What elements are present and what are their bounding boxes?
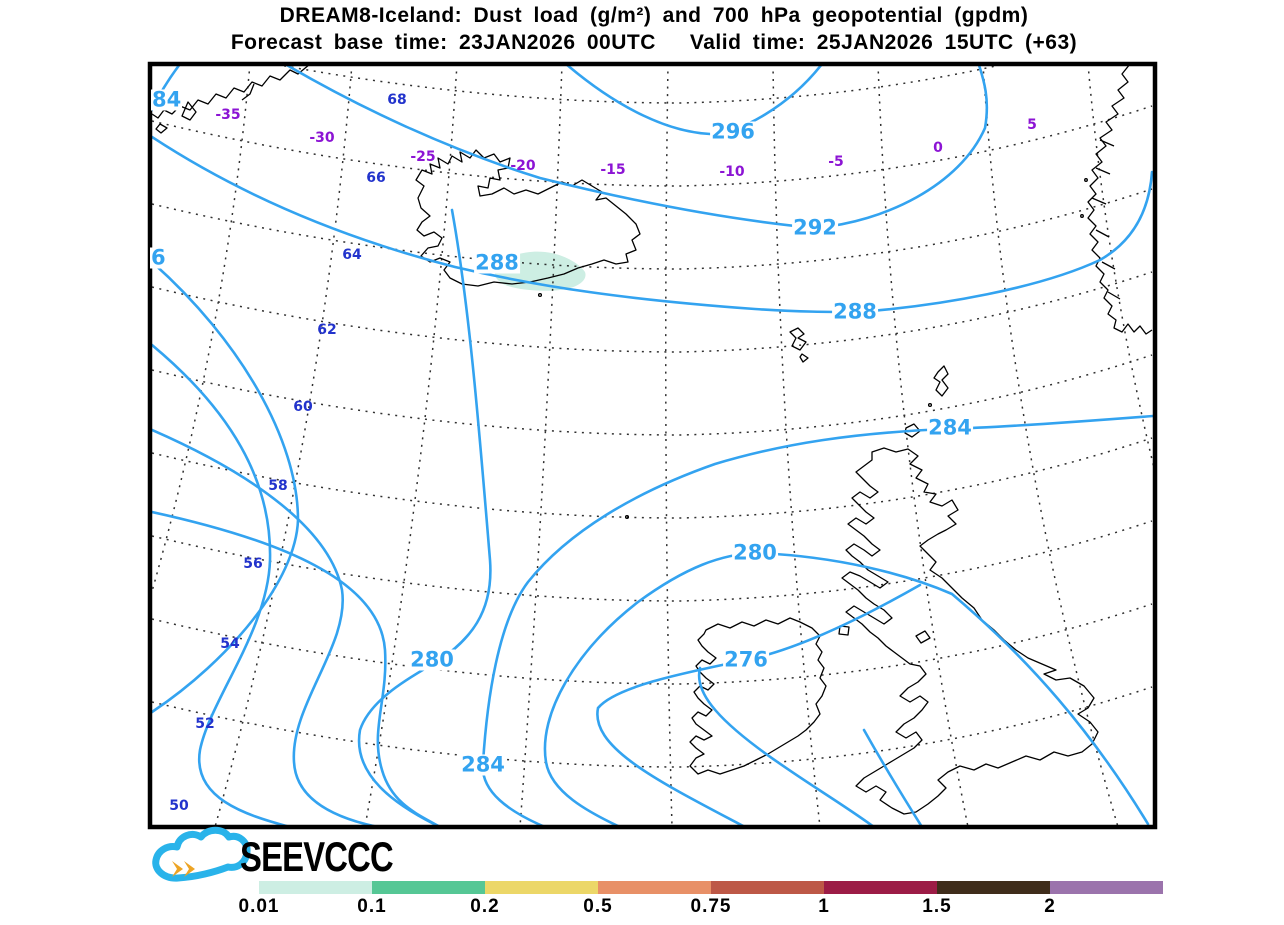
colorbar-tick-label: 0.2 (470, 896, 500, 917)
colorbar-segment (711, 881, 824, 894)
latitude-label: 62 (317, 322, 337, 338)
latitude-label: 50 (169, 798, 189, 814)
contour-value-label: 284 (460, 752, 506, 777)
colorbar-segment (824, 881, 937, 894)
colorbar-segment (259, 881, 372, 894)
longitude-label: -5 (828, 154, 844, 170)
longitude-label: -35 (215, 107, 241, 123)
contour-value-label: 288 (832, 299, 878, 324)
colorbar-segment (372, 881, 485, 894)
colorbar-segment (937, 881, 1050, 894)
colorbar-segment (1050, 881, 1163, 894)
coastlines (152, 66, 1153, 815)
contour-value-label: 280 (732, 540, 778, 565)
contour-value-label: 280 (409, 647, 455, 672)
latitude-label: 68 (387, 92, 407, 108)
colorbar-tick-label: 0.1 (357, 896, 387, 917)
seevccc-logo-text: SEEVCCC (240, 833, 394, 880)
colorbar-tick-label: 0.5 (583, 896, 613, 917)
longitude-label: -30 (309, 130, 335, 146)
latitude-longitude-graticule (152, 66, 1153, 825)
colorbar-tick-label: 0.01 (238, 896, 280, 917)
longitude-label: -25 (410, 149, 436, 165)
longitude-label: -15 (600, 162, 626, 178)
latitude-label: 60 (293, 399, 313, 415)
colorbar-tick-label: 0.75 (690, 896, 732, 917)
longitude-label: -10 (719, 164, 745, 180)
contour-value-label: 292 (792, 215, 838, 240)
longitude-label: 5 (1027, 117, 1037, 133)
latitude-label: 56 (243, 556, 263, 572)
latitude-label: 64 (342, 247, 362, 263)
contour-value-label: 284 (927, 415, 973, 440)
plot-titles: DREAM8-Iceland: Dust load (g/m²) and 700… (149, 2, 1159, 56)
latitude-label: 54 (220, 636, 240, 652)
contour-value-label: 276 (723, 647, 769, 672)
dust-load-colorbar (259, 881, 1163, 894)
contour-value-label: 288 (474, 250, 520, 275)
latitude-label: 58 (268, 478, 288, 494)
contour-value-label: 296 (710, 119, 756, 144)
plot-subtitle: Forecast base time: 23JAN2026 00UTC Vali… (230, 31, 1078, 54)
colorbar-tick-label: 1.5 (922, 896, 952, 917)
contour-value-label: 6 (150, 245, 167, 270)
longitude-label: 0 (933, 140, 943, 156)
map-frame (147, 61, 1158, 830)
contour-value-label: 84 (151, 87, 183, 112)
latitude-label: 52 (195, 716, 215, 732)
plot-title: DREAM8-Iceland: Dust load (g/m²) and 700… (279, 4, 1029, 27)
colorbar-segment (598, 881, 711, 894)
latitude-label: 66 (366, 170, 386, 186)
longitude-label: -20 (510, 158, 536, 174)
colorbar-segment (485, 881, 598, 894)
seevccc-cloud-icon (152, 826, 251, 882)
colorbar-tick-label: 2 (1044, 896, 1056, 917)
colorbar-tick-label: 1 (818, 896, 830, 917)
